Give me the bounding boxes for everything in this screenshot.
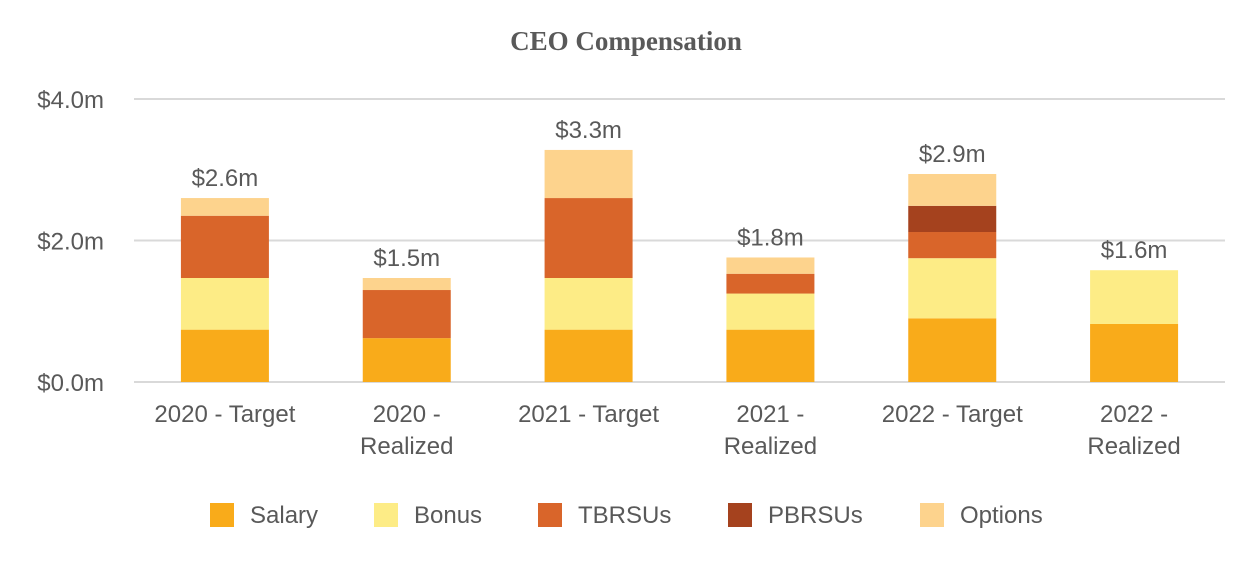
bar-segment-options	[362, 277, 451, 291]
legend-item-pbrsus: PBRSUs	[728, 502, 863, 529]
y-tick-label: $0.0m	[37, 370, 104, 397]
legend-label: PBRSUs	[768, 502, 863, 529]
bar-segment-tbrsus	[544, 198, 633, 278]
bar-segment-salary	[544, 329, 633, 382]
total-data-label: $1.8m	[737, 224, 804, 251]
legend-label: Salary	[250, 502, 318, 529]
total-data-label: $1.5m	[373, 245, 440, 272]
legend-swatch	[728, 503, 752, 527]
legend-label: TBRSUs	[578, 502, 671, 529]
bar-segment-salary	[180, 329, 269, 382]
total-data-label: $2.6m	[192, 165, 259, 192]
legend-swatch	[210, 503, 234, 527]
legend-swatch	[374, 503, 398, 527]
bar-segment-bonus	[726, 293, 815, 330]
x-tick-label: 2022 - Target	[882, 401, 1023, 428]
legend-item-options: Options	[920, 502, 1043, 529]
bar-segment-tbrsus	[180, 215, 269, 278]
legend-label: Options	[960, 502, 1043, 529]
bar-segment-bonus	[544, 277, 633, 330]
bar-segment-options	[726, 257, 815, 274]
bar-segment-salary	[908, 318, 997, 382]
bar-segment-bonus	[908, 258, 997, 319]
y-tick-label: $2.0m	[37, 229, 104, 256]
bar-segment-tbrsus	[726, 273, 815, 294]
total-data-label: $3.3m	[555, 117, 622, 144]
x-tick-label: 2022 -	[1100, 401, 1168, 428]
y-tick-label: $4.0m	[37, 87, 104, 114]
x-tick-label: 2021 - Target	[518, 401, 659, 428]
legend-item-bonus: Bonus	[374, 502, 482, 529]
bar-segment-options	[180, 198, 269, 216]
bar-segment-options	[908, 173, 997, 206]
chart-title: CEO Compensation	[510, 26, 742, 56]
bar-segment-salary	[1090, 323, 1179, 382]
x-tick-label: Realized	[724, 433, 817, 460]
bar-segment-bonus	[1090, 270, 1179, 324]
bar-segment-options	[544, 149, 633, 199]
x-tick-label: 2020 -	[373, 401, 441, 428]
legend-label: Bonus	[414, 502, 482, 529]
x-tick-label: Realized	[360, 433, 453, 460]
bar-segment-tbrsus	[908, 232, 997, 259]
legend-item-salary: Salary	[210, 502, 318, 529]
bar-segment-bonus	[180, 277, 269, 330]
bar-segment-pbrsus	[908, 205, 997, 233]
bar-segment-salary	[726, 329, 815, 382]
legend-item-tbrsus: TBRSUs	[538, 502, 671, 529]
legend-swatch	[538, 503, 562, 527]
legend-swatch	[920, 503, 944, 527]
x-tick-label: Realized	[1087, 433, 1180, 460]
total-data-label: $2.9m	[919, 141, 986, 168]
x-tick-label: 2020 - Target	[154, 401, 295, 428]
total-data-label: $1.6m	[1101, 237, 1168, 264]
bar-segment-tbrsus	[362, 290, 451, 339]
bar-segment-salary	[362, 338, 451, 382]
x-tick-label: 2021 -	[736, 401, 804, 428]
